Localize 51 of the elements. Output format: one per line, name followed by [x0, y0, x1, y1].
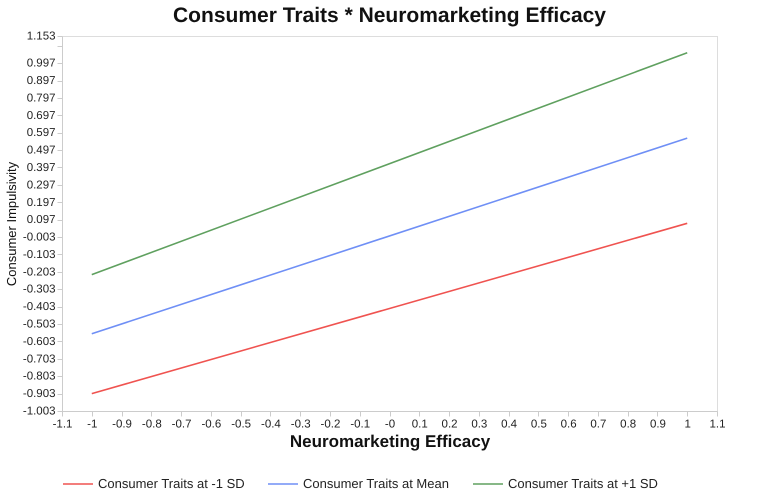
x-tick-label: 1.1: [710, 418, 726, 430]
x-tick-label: 0.4: [501, 418, 518, 430]
y-tick-label: 0.497: [26, 144, 56, 157]
x-tick-label: -1: [87, 418, 98, 430]
y-tick-label: 0.197: [26, 196, 56, 209]
x-tick-label: 0.3: [471, 418, 488, 430]
chart-title: Consumer Traits * Neuromarketing Efficacy: [173, 4, 606, 27]
y-tick-label: 0.597: [26, 127, 56, 140]
y-tick-label: -0.103: [22, 248, 56, 261]
y-tick-label: 0.297: [26, 179, 56, 192]
y-tick-label: -0.503: [22, 318, 56, 331]
y-tick-label: -0.903: [22, 388, 56, 400]
legend-label: Consumer Traits at +1 SD: [508, 476, 658, 491]
y-tick-label: 0.997: [26, 58, 56, 70]
x-tick-label: 0.8: [620, 418, 636, 430]
x-tick-label: 0.2: [442, 418, 458, 430]
y-tick-label: 0.397: [26, 162, 56, 174]
x-tick-label: 0.6: [560, 418, 577, 430]
y-tick-label: 0.897: [26, 75, 56, 88]
x-tick-label: 0.9: [650, 418, 666, 430]
y-tick-label: 1.153: [26, 30, 56, 42]
x-tick-label: -0.3: [290, 418, 311, 430]
y-tick-label: -0.403: [22, 301, 56, 314]
x-tick-label: -0.7: [172, 418, 192, 430]
x-tick-label: 0.5: [530, 418, 547, 430]
x-tick-label: -0: [384, 418, 396, 430]
x-tick-label: -0.6: [201, 418, 222, 430]
y-tick-label: 0.097: [26, 214, 56, 226]
legend-label: Consumer Traits at -1 SD: [98, 476, 245, 491]
y-axis-title: Consumer Impulsivity: [4, 161, 19, 286]
legend-label: Consumer Traits at Mean: [303, 476, 449, 491]
y-tick-label: 0.697: [26, 110, 56, 122]
y-tick-label: 0.797: [26, 92, 56, 104]
x-tick-label: -0.5: [231, 418, 252, 430]
x-tick-label: 0.7: [590, 418, 606, 430]
x-tick-label: -1.1: [52, 418, 72, 430]
y-tick-label: -0.303: [22, 284, 56, 296]
y-tick-label: -0.803: [22, 370, 56, 383]
y-tick-label: -0.603: [22, 336, 56, 348]
y-tick-label: -0.703: [22, 353, 56, 366]
x-tick-label: -0.2: [320, 418, 340, 430]
y-tick-label: -0.003: [22, 232, 56, 244]
x-tick-label: 1: [684, 418, 691, 430]
x-tick-label: -0.8: [142, 418, 162, 430]
y-tick-label: -0.203: [22, 266, 56, 278]
x-tick-label: 0.1: [412, 418, 428, 430]
y-tick-label: -1.003: [22, 406, 56, 418]
x-axis-title: Neuromarketing Efficacy: [290, 432, 491, 451]
x-tick-label: -0.1: [350, 418, 370, 430]
x-tick-label: -0.4: [260, 418, 282, 430]
x-tick-label: -0.9: [112, 418, 132, 430]
